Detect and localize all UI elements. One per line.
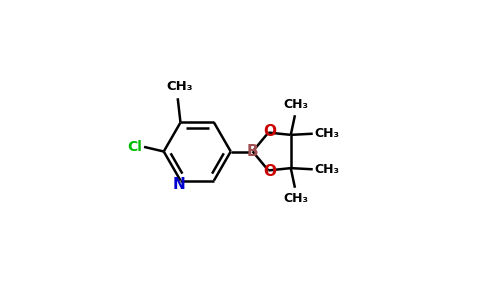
Text: Cl: Cl <box>127 140 142 154</box>
Text: O: O <box>263 164 276 179</box>
Text: CH₃: CH₃ <box>314 127 339 140</box>
Text: O: O <box>263 124 276 139</box>
Text: CH₃: CH₃ <box>314 163 339 176</box>
Text: N: N <box>173 177 186 192</box>
Text: B: B <box>247 144 258 159</box>
Text: CH₃: CH₃ <box>284 98 309 111</box>
Text: CH₃: CH₃ <box>284 192 309 205</box>
Text: CH₃: CH₃ <box>167 80 193 93</box>
